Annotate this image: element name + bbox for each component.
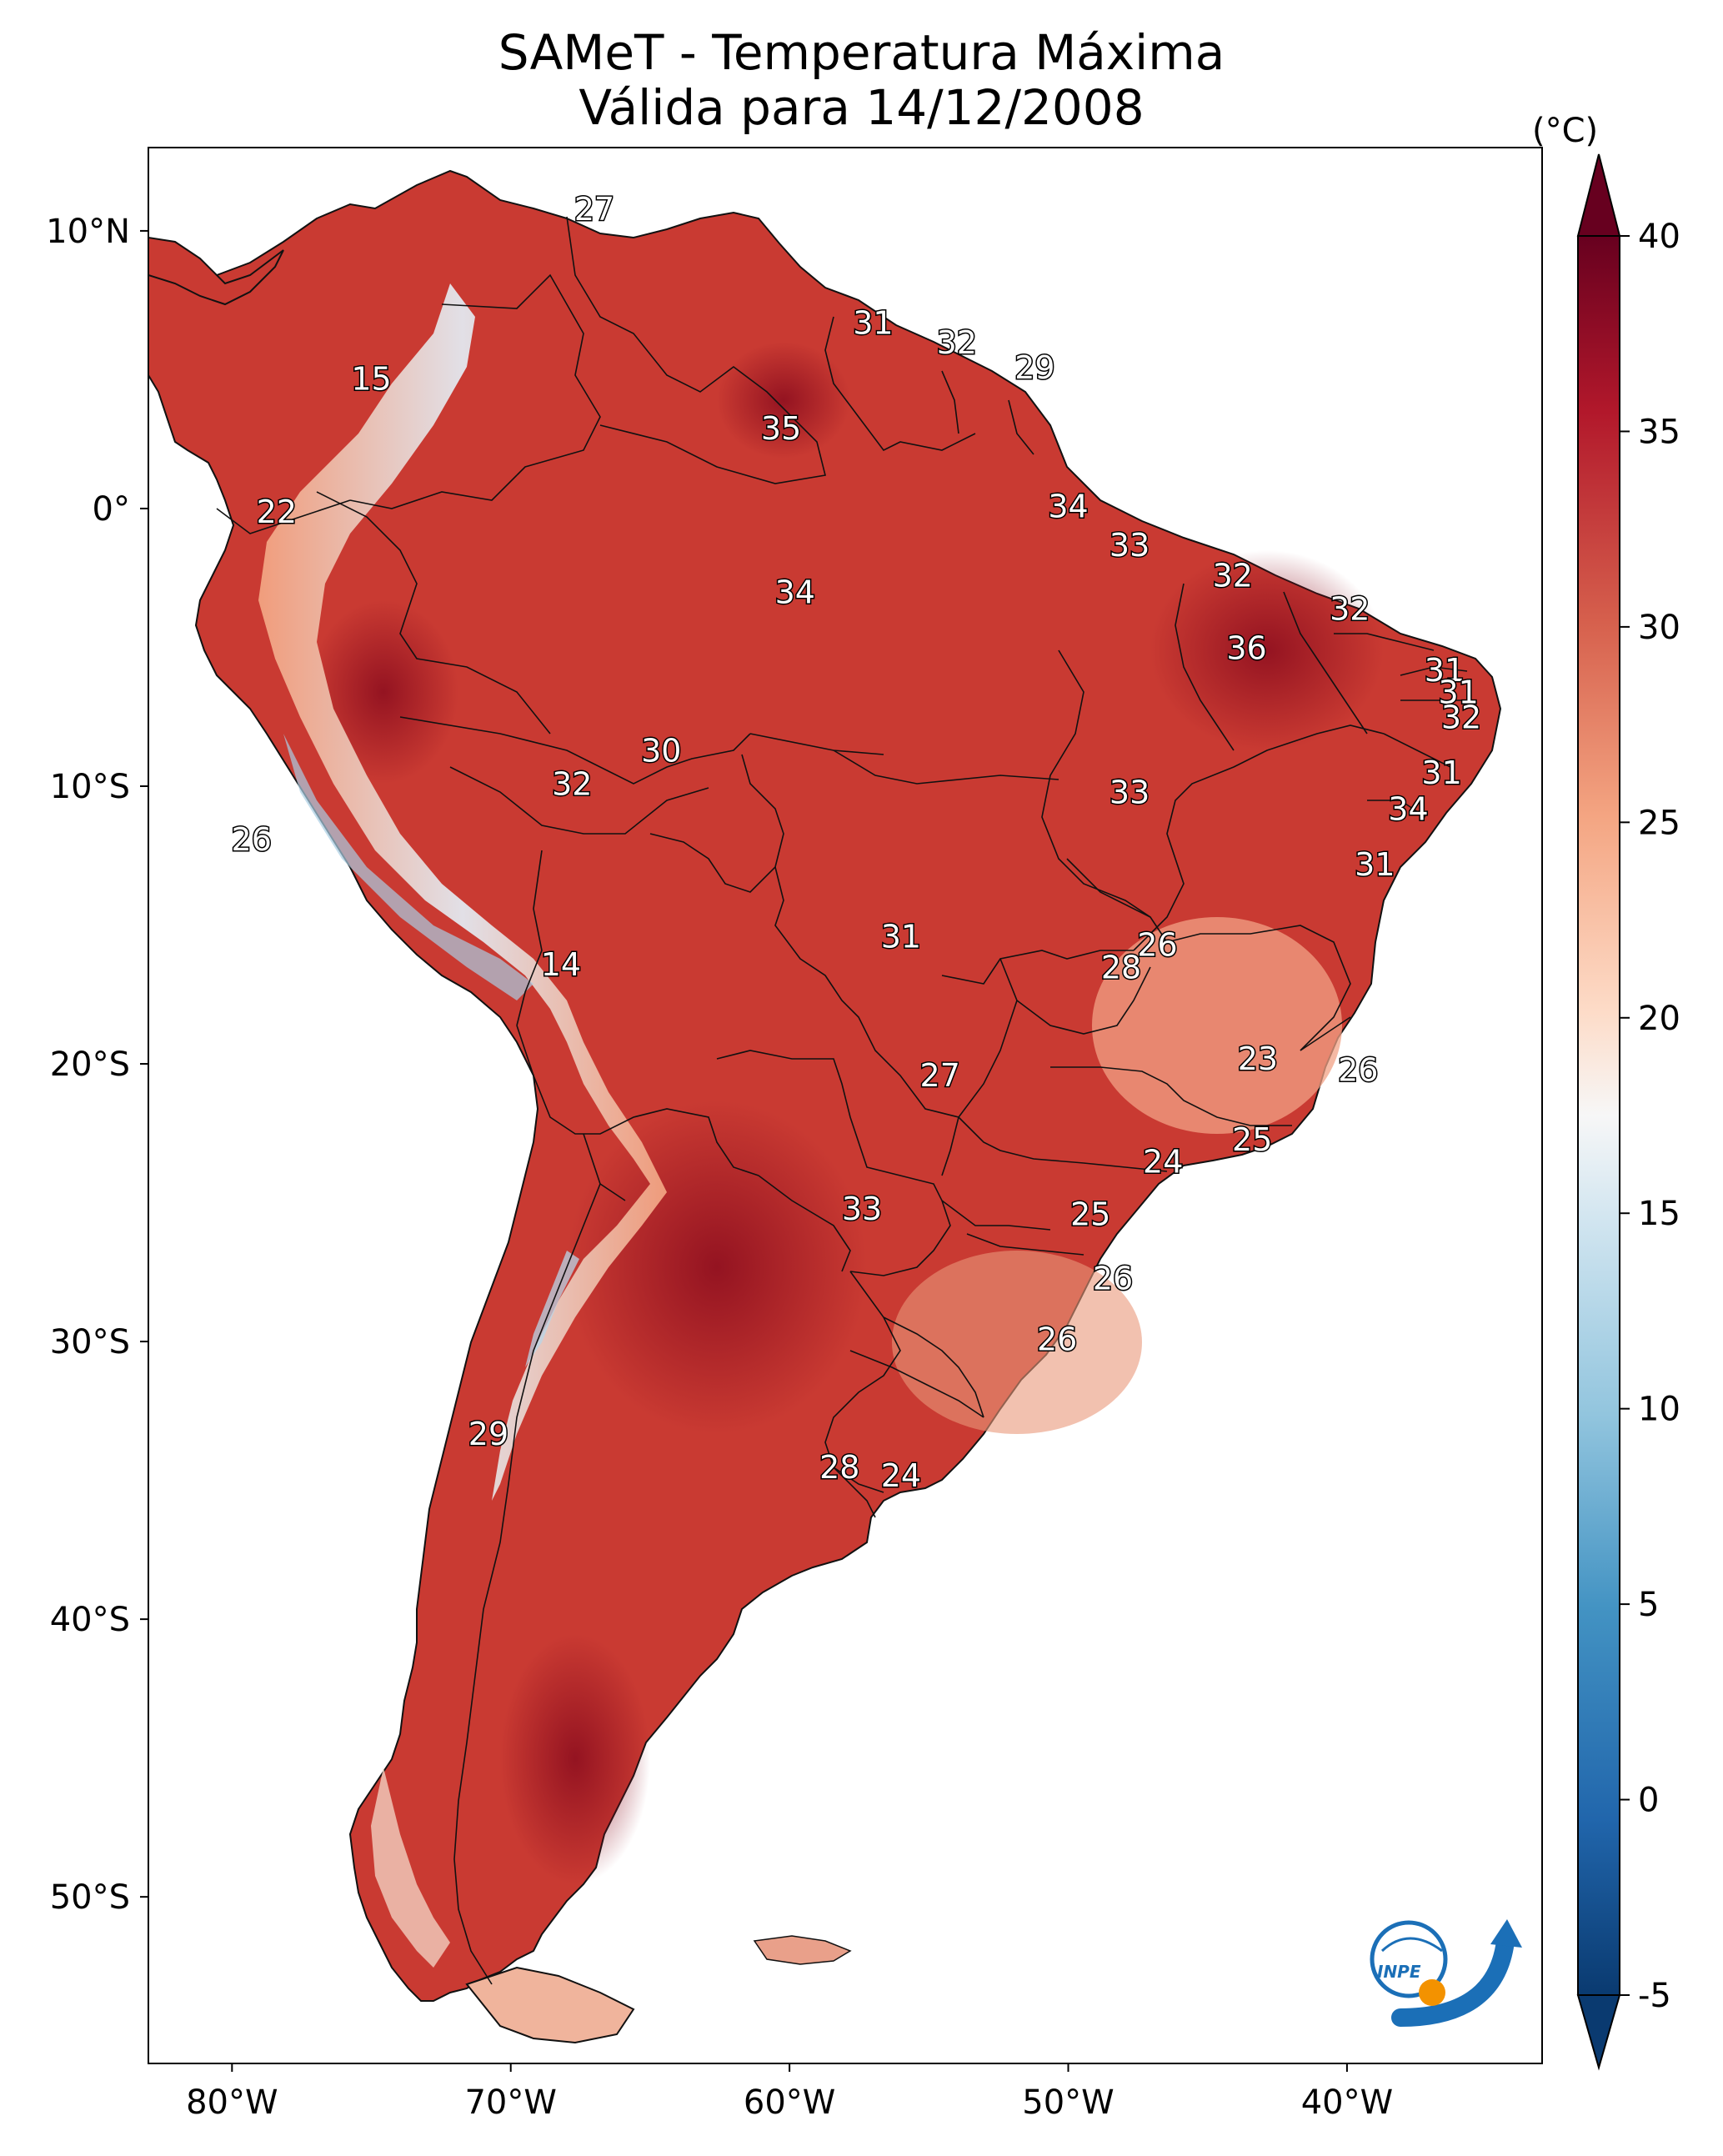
lon-tick-label: 40°W — [1301, 2083, 1393, 2122]
continent-layer — [148, 169, 1502, 2044]
station-value-label: 35 — [761, 410, 801, 447]
station-value-label: 29 — [1014, 349, 1054, 386]
inpe-logo-orange-dot — [1419, 1979, 1445, 2006]
lon-tick-label: 70°W — [464, 2083, 556, 2122]
station-value-label: 31 — [1439, 674, 1479, 711]
cool-south-brazil — [892, 1251, 1142, 1434]
station-value-label: 26 — [232, 821, 272, 858]
longitude-ticks: 80°W 70°W 60°W 50°W 40°W — [186, 2063, 1393, 2122]
station-value-label: 34 — [1048, 488, 1088, 524]
colorbar-tick-label: 15 — [1638, 1195, 1680, 1233]
country-borders — [216, 216, 1475, 1985]
lat-tick-label: 50°S — [50, 1878, 130, 1917]
map-title-line-1: SAMeT - Temperatura Máxima — [498, 24, 1225, 81]
inpe-logo-orbit — [1380, 1937, 1443, 1953]
station-value-label: 15 — [351, 360, 391, 397]
station-value-label: 25 — [1070, 1196, 1110, 1233]
station-value-label: 31 — [1425, 652, 1465, 689]
inpe-logo-arrowhead — [1490, 1919, 1522, 1948]
station-value-label: 33 — [1109, 527, 1150, 564]
central-america-strip — [148, 236, 284, 306]
lon-tick-label: 50°W — [1022, 2083, 1114, 2122]
station-value-label: 34 — [775, 574, 815, 611]
station-value-label: 31 — [853, 305, 893, 342]
station-value-label: 33 — [842, 1191, 882, 1227]
lat-tick-label: 40°S — [50, 1601, 130, 1639]
station-value-label: 34 — [1388, 790, 1428, 827]
cool-southeast-brazil — [1092, 917, 1342, 1134]
station-value-label: 26 — [1093, 1260, 1133, 1296]
colorbar-tick-label: 30 — [1638, 609, 1680, 647]
station-value-label: 36 — [1226, 629, 1266, 666]
andes-deep-cold — [283, 734, 533, 1000]
latitude-ticks: 10°N 0° 10°S 20°S 30°S 40°S 50°S — [46, 213, 148, 1917]
station-value-label: 31 — [881, 919, 921, 955]
lat-tick-label: 30°S — [50, 1323, 130, 1361]
lat-tick-label: 10°S — [50, 768, 130, 806]
falkland-islands — [753, 1935, 852, 1965]
inpe-logo-swoosh — [1391, 1938, 1514, 2027]
station-value-label: 32 — [1330, 591, 1370, 628]
colorbar-tick-label: -5 — [1638, 1977, 1671, 2015]
colorbar-tick-label: 20 — [1638, 1000, 1680, 1038]
colorbar-tick-label: 5 — [1638, 1586, 1659, 1624]
hotspot-chaco — [567, 1101, 867, 1434]
colorbar-tick-label: 0 — [1638, 1782, 1659, 1820]
colorbar-bottom-arrow — [1576, 1994, 1621, 2071]
station-value-label: 32 — [1441, 699, 1481, 736]
lon-tick-label: 60°W — [744, 2083, 835, 2122]
station-value-label: 26 — [1137, 927, 1177, 964]
lat-tick-label: 20°S — [50, 1045, 130, 1084]
station-value-label: 28 — [819, 1449, 859, 1486]
station-value-label: 33 — [1109, 774, 1150, 810]
colorbar-tick-label: 25 — [1638, 804, 1680, 842]
inpe-logo-text: INPE — [1377, 1962, 1421, 1982]
inpe-logo-ring — [1370, 1920, 1448, 1998]
station-value-label: 24 — [881, 1457, 921, 1494]
lat-tick-label: 0° — [93, 490, 130, 529]
station-value-label: 27 — [920, 1057, 960, 1094]
station-value-label: 22 — [257, 494, 297, 530]
hotspot-patagonia — [500, 1634, 650, 1884]
colorbar-top-arrow — [1576, 153, 1621, 237]
inpe-logo: INPE — [1370, 1919, 1522, 2027]
colorbar-tick-label: 40 — [1638, 218, 1680, 256]
station-value-label: 26 — [1037, 1321, 1077, 1358]
map-title-line-2: Válida para 14/12/2008 — [579, 79, 1144, 136]
colorbar-tick-label: 35 — [1638, 413, 1680, 451]
station-value-label: 32 — [552, 766, 592, 803]
station-value-label: 23 — [1238, 1040, 1278, 1077]
patagonia-west-cool — [371, 1767, 450, 1968]
colorbar: (°C) 40 35 30 25 20 15 10 5 0 -5 — [1532, 112, 1680, 2071]
station-value-label: 32 — [937, 324, 977, 361]
lon-tick-label: 80°W — [186, 2083, 278, 2122]
station-value-label: 14 — [541, 946, 581, 983]
hotspot-guiana — [717, 342, 850, 459]
station-value-label: 27 — [574, 191, 614, 228]
hotspot-northeast — [1150, 550, 1384, 750]
station-value-label: 29 — [468, 1416, 508, 1452]
colorbar-ticks: 40 35 30 25 20 15 10 5 0 -5 — [1620, 218, 1680, 2015]
colorbar-unit: (°C) — [1532, 112, 1598, 150]
station-value-label: 26 — [1338, 1052, 1378, 1089]
station-value-label: 32 — [1213, 558, 1253, 594]
colorbar-tick-label: 10 — [1638, 1391, 1680, 1429]
station-value-label: 25 — [1232, 1121, 1272, 1158]
colorbar-gradient — [1577, 235, 1620, 1996]
station-value-label: 30 — [641, 733, 681, 770]
station-value-label: 31 — [1355, 846, 1395, 883]
station-value-label: 31 — [1421, 755, 1461, 791]
lat-tick-label: 10°N — [46, 213, 130, 251]
station-value-label: 24 — [1143, 1143, 1183, 1180]
station-value-label: 28 — [1101, 949, 1141, 985]
tierra-del-fuego — [465, 1966, 635, 2044]
